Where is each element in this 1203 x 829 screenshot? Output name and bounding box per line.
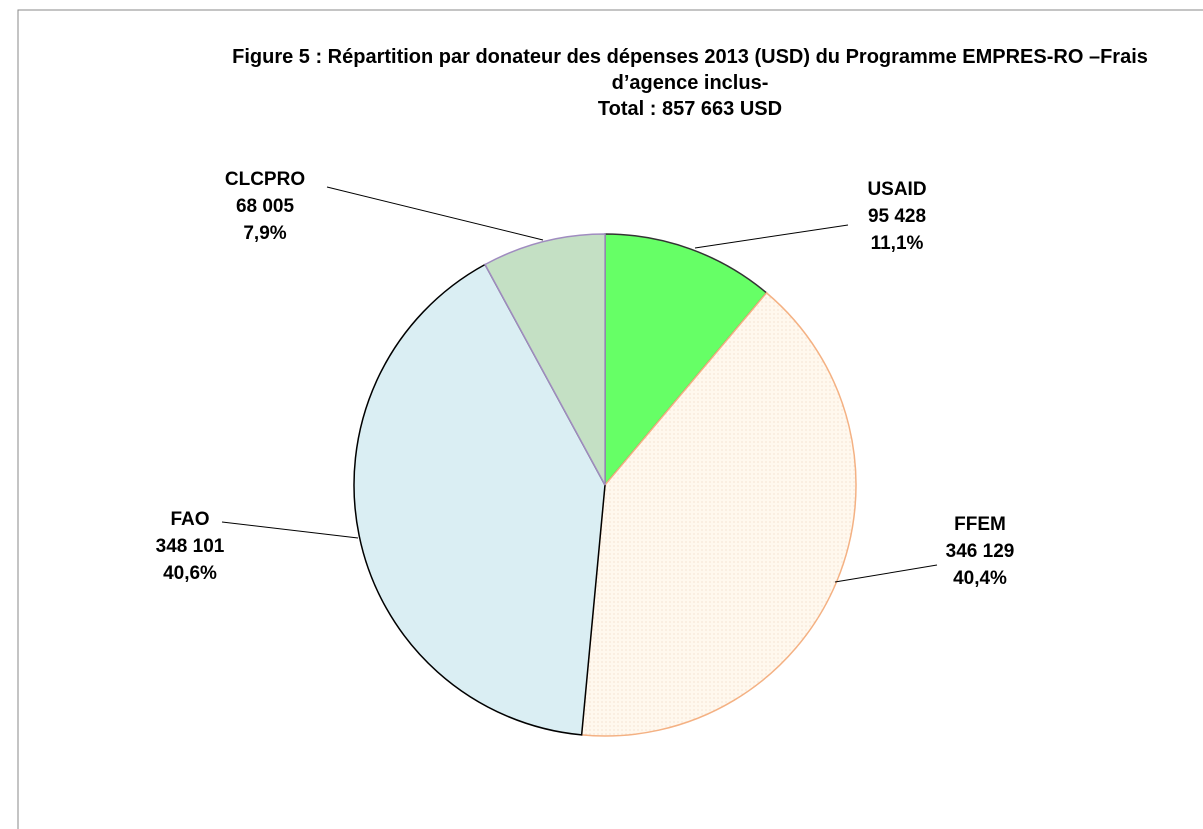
slice-percent: 40,4% [953,568,1007,589]
slice-value: 348 101 [156,536,225,557]
chart-title: Figure 5 : Répartition par donateur des … [232,46,1148,94]
leader-line [221,521,359,539]
leader-line [694,224,849,249]
slice-label: FAO [170,509,209,530]
slice-value: 95 428 [868,206,926,227]
title-block: Figure 5 : Répartition par donateur des … [195,44,1185,122]
pie-slice [604,233,768,488]
slice-value: 346 129 [946,541,1015,562]
leader-line [326,186,544,241]
leader-line [834,564,938,583]
slice-percent: 7,9% [243,223,286,244]
pie-slice [353,263,606,736]
slice-label: CLCPRO [225,169,305,190]
chart-subtitle: Total : 857 663 USD [597,98,783,120]
slice-percent: 40,6% [163,563,217,584]
slice-label: USAID [867,179,926,200]
frame [17,9,1203,829]
slice-label: FFEM [954,514,1006,535]
slice-value: 68 005 [236,196,295,217]
slice-percent: 11,1% [871,233,924,254]
pie-slice [484,233,606,486]
